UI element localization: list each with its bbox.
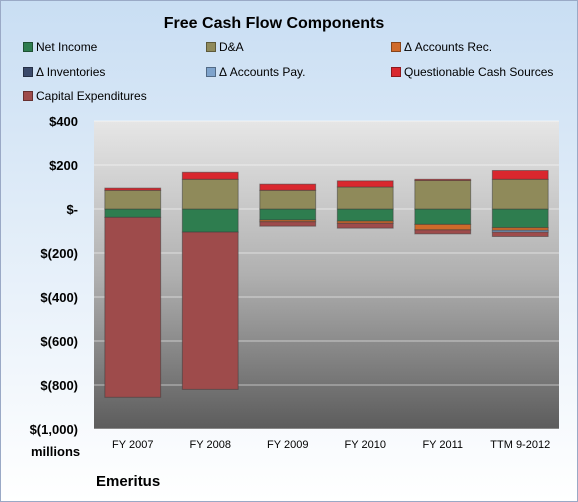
x-tick-label: FY 2011 [422,439,463,451]
y-tick-label: $200 [49,158,78,173]
bar-segment [491,231,549,238]
bar-segment [181,231,239,390]
legend-item-inventories: Δ Inventories [23,65,105,79]
bar-segment [181,178,239,210]
legend-label: D&A [219,40,244,54]
legend-label: Δ Inventories [36,65,106,79]
y-tick-label: $(200) [40,246,78,261]
bar-segment [414,229,472,235]
chart-title: Free Cash Flow Components [163,15,385,32]
legend-swatch [391,42,401,52]
legend-label: Δ Accounts Rec. [404,40,493,54]
x-tick-label: TTM 9-2012 [490,439,550,451]
legend-item-accounts-pay: Δ Accounts Pay. [206,65,306,79]
plot-area [94,121,559,429]
bar-segment [336,222,394,229]
bar-segment [491,178,549,210]
bars [104,170,549,398]
bar-segment [259,189,317,210]
y-tick-labels: $400 $200 $- $(200) $(400) $(600) $(800) $(1,00… [30,114,78,437]
bar-segment [491,208,549,229]
y-tick-label: $400 [49,114,78,129]
legend-label: Questionable Cash Sources [404,65,554,79]
bar-segment [259,221,317,227]
legend-swatch [391,67,401,77]
y-tick-label: $(600) [40,334,78,349]
legend-swatch [206,67,216,77]
bar-segment [259,208,317,221]
legend-item-da: D&A [206,40,244,54]
legend-item-accounts-rec: Δ Accounts Rec. [391,40,492,54]
bar-segment [491,170,549,180]
legend-item-capex: Capital Expenditures [23,89,147,103]
bar-segment [104,189,162,210]
grid-lines [94,120,559,430]
bar-segment [104,208,162,218]
legend-item-net-income: Net Income [23,40,97,54]
x-tick-label: FY 2009 [267,439,308,451]
legend-label: Net Income [36,40,98,54]
y-tick-label: $(400) [40,290,78,305]
x-tick-labels: FY 2007 FY 2008 FY 2009 FY 2010 FY 2011 TTM 9… [112,439,550,451]
x-tick-label: FY 2010 [345,439,386,451]
bar-segment [414,179,472,210]
legend-swatch [23,42,33,52]
bar-segment [336,186,394,210]
bar-segment [181,171,239,180]
bar-segment [336,180,394,188]
bar-segment [414,178,472,181]
legend-label: Δ Accounts Pay. [219,65,306,79]
legend-label: Capital Expenditures [36,89,147,103]
legend-swatch [206,42,216,52]
bar-segment [414,208,472,225]
bar-segment [104,216,162,398]
y-tick-label: $(1,000) [30,422,78,437]
units-label: millions [31,444,80,459]
bar-segment [104,187,162,191]
bar-segment [414,223,472,231]
bar-segment [181,208,239,233]
bar-segment [259,183,317,191]
y-tick-label: $- [66,202,78,217]
legend-item-questionable-cash: Questionable Cash Sources [391,65,553,79]
legend-swatch [23,91,33,101]
y-tick-label: $(800) [40,378,78,393]
company-name: Emeritus [96,473,161,490]
legend-swatch [23,67,33,77]
bar-segment [336,208,394,222]
x-tick-label: FY 2008 [190,439,231,451]
x-tick-label: FY 2007 [112,439,153,451]
